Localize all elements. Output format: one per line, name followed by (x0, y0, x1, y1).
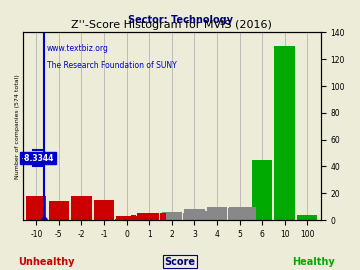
Bar (221, 208, 226, 220)
Bar (162, 212, 182, 220)
Bar (198, 211, 204, 220)
Bar (176, 213, 181, 220)
Bar (139, 213, 159, 220)
Bar (250, 207, 256, 220)
Bar (131, 215, 136, 220)
Bar (108, 217, 114, 220)
Bar (49, 201, 69, 220)
Bar (26, 196, 46, 220)
Text: www.textbiz.org: www.textbiz.org (47, 44, 109, 53)
Bar (229, 207, 250, 220)
Bar (252, 160, 272, 220)
Text: The Research Foundation of SUNY: The Research Foundation of SUNY (47, 60, 176, 69)
Text: Unhealthy: Unhealthy (19, 256, 75, 266)
Bar (117, 216, 137, 220)
Bar (183, 213, 188, 220)
Text: Score: Score (165, 256, 195, 266)
Bar (71, 196, 92, 220)
Bar (184, 209, 204, 220)
Bar (228, 208, 233, 220)
Text: Healthy: Healthy (292, 256, 334, 266)
Bar (274, 46, 295, 220)
Bar (243, 208, 249, 220)
Y-axis label: Number of companies (574 total): Number of companies (574 total) (15, 74, 20, 179)
Title: Z''-Score Histogram for MVIS (2016): Z''-Score Histogram for MVIS (2016) (71, 20, 272, 30)
Bar (297, 215, 318, 220)
Bar (205, 211, 211, 220)
Bar (153, 215, 159, 220)
Bar (94, 200, 114, 220)
Bar (160, 213, 166, 220)
Bar (207, 207, 227, 220)
Text: -8.3344: -8.3344 (22, 154, 54, 163)
Bar (115, 219, 120, 220)
Text: Sector: Technology: Sector: Technology (127, 15, 233, 25)
Bar (138, 213, 143, 220)
